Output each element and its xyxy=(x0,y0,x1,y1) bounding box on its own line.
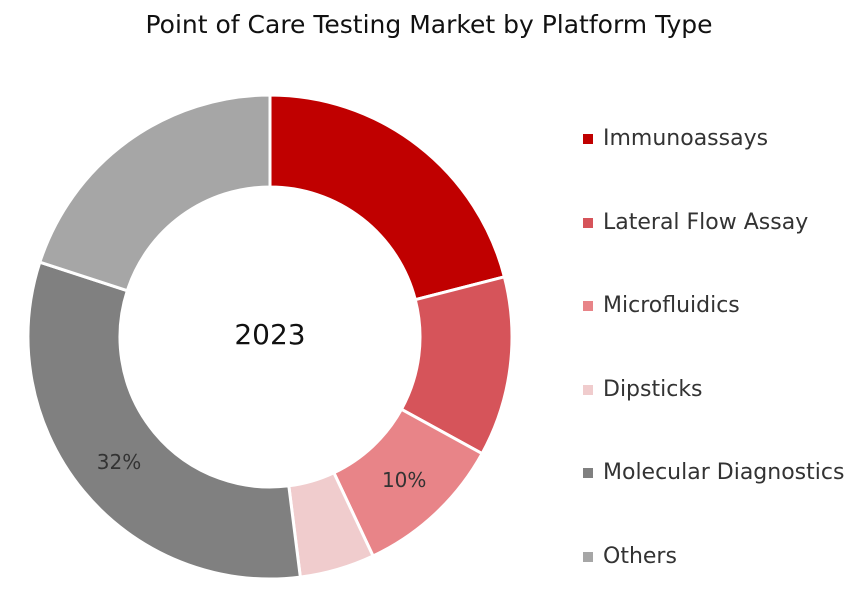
legend-swatch xyxy=(583,134,593,144)
legend-label: Lateral Flow Assay xyxy=(603,209,809,235)
donut-slice-immunoassays xyxy=(268,93,507,302)
legend-swatch xyxy=(583,217,593,228)
legend-swatch xyxy=(583,384,593,395)
legend-label: Microfluidics xyxy=(603,293,740,318)
center-year-label: 2023 xyxy=(234,318,305,351)
donut-slice-others xyxy=(37,93,272,293)
donut-slice-molecular-diagnostics xyxy=(26,260,303,581)
legend-label: Dipsticks xyxy=(603,376,703,402)
data-label-microfluidics: 10% xyxy=(382,468,426,492)
legend-swatch xyxy=(583,551,593,562)
legend-swatch xyxy=(583,468,593,478)
legend-label: Molecular Diagnostics xyxy=(603,460,845,485)
data-label-molecular-diagnostics: 32% xyxy=(97,450,141,474)
chart-title: Point of Care Testing Market by Platform… xyxy=(145,10,713,39)
legend-label: Others xyxy=(603,543,677,569)
legend-label: Immunoassays xyxy=(603,126,769,151)
legend-swatch xyxy=(583,301,593,311)
